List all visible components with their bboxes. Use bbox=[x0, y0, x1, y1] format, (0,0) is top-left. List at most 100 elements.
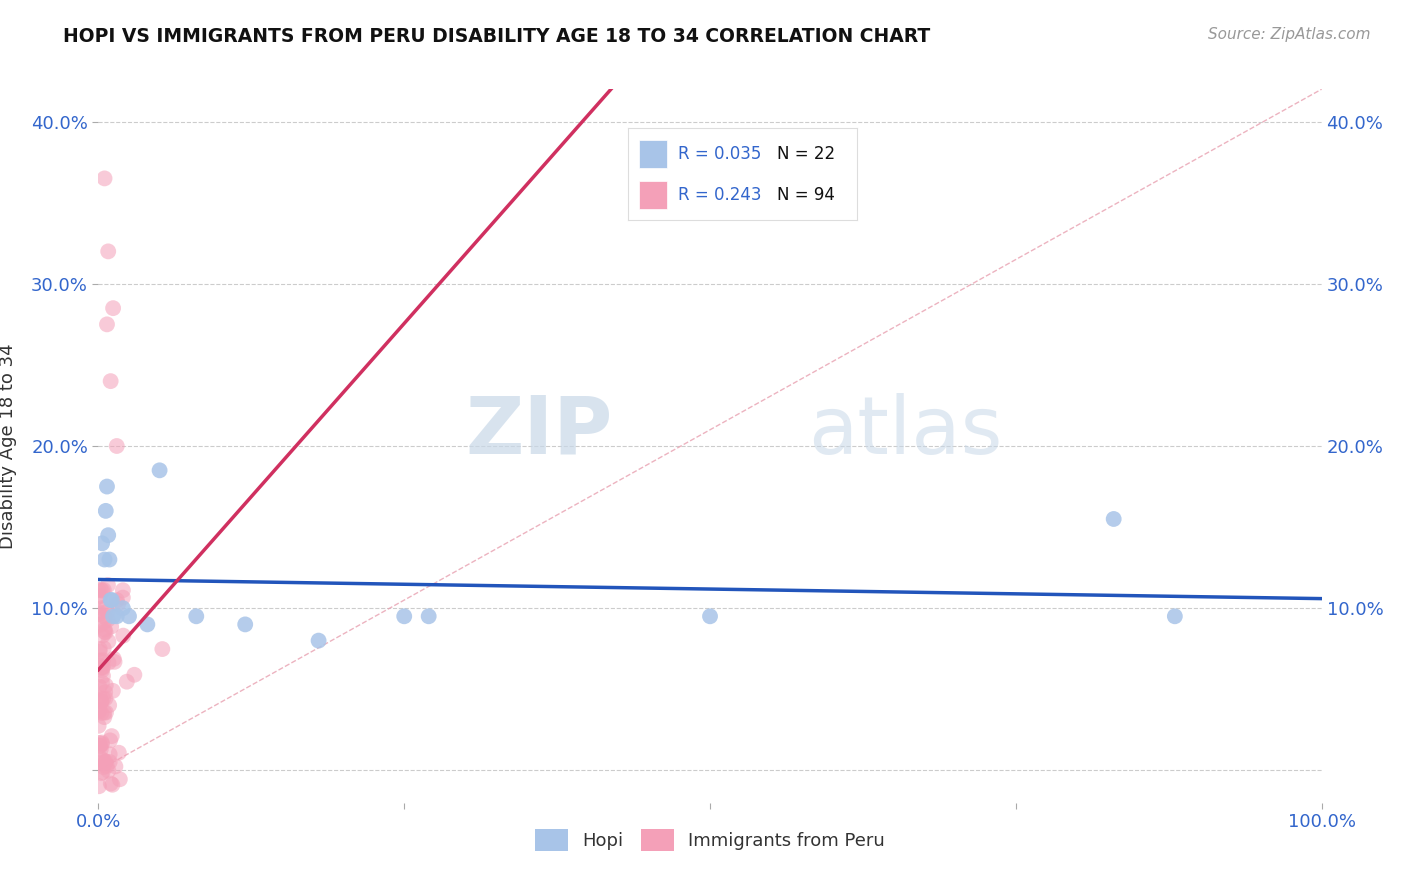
Point bbox=[97, 634, 120, 648]
Point bbox=[101, 683, 124, 698]
Point bbox=[150, 642, 173, 657]
Point bbox=[118, 609, 141, 624]
Text: N = 94: N = 94 bbox=[776, 186, 835, 204]
Text: R = 0.243: R = 0.243 bbox=[678, 186, 762, 204]
Point bbox=[90, 582, 112, 597]
Point bbox=[89, 642, 111, 657]
Point bbox=[91, 653, 114, 667]
Point bbox=[124, 667, 146, 681]
Point bbox=[108, 772, 131, 787]
Point bbox=[90, 694, 112, 708]
Point bbox=[93, 706, 115, 720]
Point bbox=[91, 601, 114, 615]
Point bbox=[94, 678, 117, 692]
Point bbox=[233, 617, 256, 632]
Point bbox=[93, 760, 115, 774]
Point bbox=[94, 755, 117, 769]
Point bbox=[90, 737, 112, 751]
Point bbox=[136, 617, 159, 632]
Point bbox=[98, 755, 121, 769]
Point bbox=[100, 593, 122, 607]
Point bbox=[97, 528, 120, 542]
Point bbox=[89, 739, 111, 753]
Point bbox=[87, 583, 110, 598]
Point bbox=[91, 628, 114, 642]
Point bbox=[96, 479, 118, 493]
Point bbox=[87, 605, 110, 619]
Point bbox=[94, 691, 117, 706]
Point bbox=[90, 742, 112, 756]
FancyBboxPatch shape bbox=[640, 140, 666, 168]
Point bbox=[101, 609, 124, 624]
Point bbox=[97, 613, 120, 627]
Point bbox=[89, 589, 111, 603]
Point bbox=[89, 690, 111, 705]
Point bbox=[93, 641, 115, 656]
Point bbox=[91, 691, 114, 706]
Point bbox=[96, 600, 118, 615]
Point bbox=[97, 578, 120, 592]
Point bbox=[94, 755, 117, 769]
Point bbox=[100, 729, 122, 743]
Point bbox=[89, 739, 111, 753]
Point bbox=[89, 736, 111, 750]
Point bbox=[93, 552, 115, 566]
Point bbox=[98, 552, 121, 566]
Point bbox=[104, 759, 127, 773]
Point bbox=[89, 654, 111, 668]
Point bbox=[89, 645, 111, 659]
Point bbox=[96, 318, 118, 332]
Point bbox=[149, 463, 172, 477]
Point bbox=[392, 609, 416, 624]
Point bbox=[308, 633, 330, 648]
Point bbox=[111, 601, 134, 615]
Point bbox=[103, 655, 125, 669]
Point bbox=[89, 680, 111, 694]
Point bbox=[93, 582, 115, 597]
Legend: Hopi, Immigrants from Peru: Hopi, Immigrants from Peru bbox=[527, 822, 893, 858]
Point bbox=[90, 751, 112, 765]
Point bbox=[93, 710, 115, 724]
Point bbox=[101, 778, 124, 792]
Point bbox=[91, 669, 114, 683]
Point bbox=[97, 244, 120, 259]
Point bbox=[105, 593, 128, 607]
Point bbox=[100, 776, 122, 790]
Point bbox=[91, 663, 114, 677]
Point bbox=[1164, 609, 1187, 624]
Point bbox=[93, 753, 115, 767]
Point bbox=[186, 609, 208, 624]
Point bbox=[94, 625, 117, 640]
Point bbox=[100, 374, 122, 388]
Point bbox=[90, 694, 112, 708]
Point bbox=[97, 764, 120, 778]
Point bbox=[96, 759, 118, 773]
Point bbox=[111, 591, 134, 605]
Point bbox=[94, 706, 117, 720]
Text: Source: ZipAtlas.com: Source: ZipAtlas.com bbox=[1208, 27, 1371, 42]
Point bbox=[101, 593, 124, 607]
Point bbox=[105, 609, 128, 624]
Point bbox=[87, 590, 110, 604]
Point bbox=[103, 652, 125, 666]
Point bbox=[98, 698, 121, 713]
Y-axis label: Disability Age 18 to 34: Disability Age 18 to 34 bbox=[0, 343, 17, 549]
Point bbox=[91, 661, 114, 675]
Point bbox=[87, 719, 110, 733]
Point bbox=[93, 171, 115, 186]
Point bbox=[91, 765, 114, 780]
Text: ZIP: ZIP bbox=[465, 392, 612, 471]
Point bbox=[108, 746, 131, 760]
Point bbox=[105, 439, 128, 453]
Point bbox=[87, 607, 110, 622]
Point bbox=[96, 604, 118, 618]
Point bbox=[90, 735, 112, 749]
Point bbox=[94, 685, 117, 699]
Point bbox=[93, 624, 115, 639]
Point bbox=[111, 583, 134, 598]
Point bbox=[418, 609, 440, 624]
Point bbox=[100, 619, 122, 633]
Text: N = 22: N = 22 bbox=[776, 145, 835, 162]
Point bbox=[89, 705, 111, 719]
Point bbox=[97, 656, 120, 670]
